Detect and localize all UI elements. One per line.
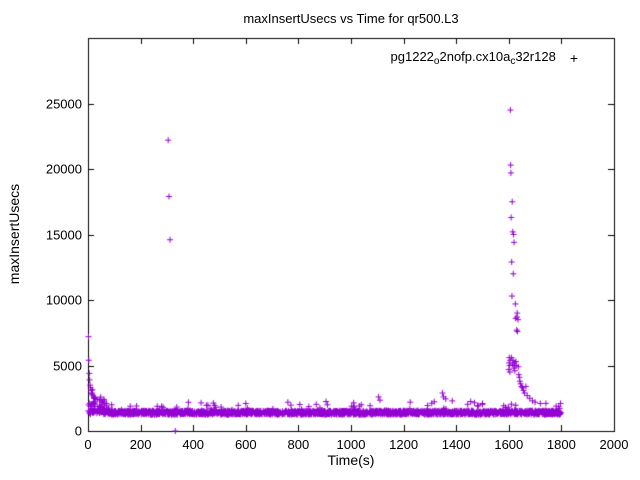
x-tick-label: 200: [129, 437, 152, 452]
y-tick-label: 5000: [53, 358, 82, 373]
y-tick-label: 0: [74, 423, 82, 439]
x-tick-label: 1800: [546, 437, 576, 452]
chart-title: maxInsertUsecs vs Time for qr500.L3: [243, 11, 459, 26]
legend-label-subscript: o: [433, 56, 440, 67]
y-tick-label: 25000: [45, 96, 82, 111]
plus-marker-icon: +: [569, 50, 578, 66]
y-tick-label: 10000: [45, 292, 82, 308]
legend-label-part: pg1222: [390, 49, 434, 64]
y-axis-label: maxInsertUsecs: [6, 183, 22, 285]
x-tick-label: 600: [234, 437, 257, 452]
x-tick-label: 1600: [494, 437, 524, 452]
x-tick-label: 1400: [441, 437, 471, 452]
legend-label-part: 32r128: [515, 49, 556, 64]
legend-series-label: pg1222o2nofp.cx10ac32r128: [391, 49, 556, 67]
y-tick-label: 15000: [45, 227, 82, 242]
x-tick-label: 800: [287, 437, 310, 452]
x-tick-label: 1200: [389, 437, 419, 452]
x-tick-label: 400: [182, 437, 205, 452]
x-tick-label: 1000: [336, 437, 366, 452]
x-tick-label: 0: [84, 437, 92, 452]
x-axis-label: Time(s): [327, 452, 375, 468]
y-tick-label: 20000: [45, 161, 82, 177]
legend: pg1222o2nofp.cx10ac32r128 +: [391, 49, 578, 67]
legend-label-subscript: c: [510, 56, 516, 67]
legend-label-part: 2nofp.cx10a: [439, 49, 511, 64]
x-tick-label: 2000: [599, 437, 629, 452]
